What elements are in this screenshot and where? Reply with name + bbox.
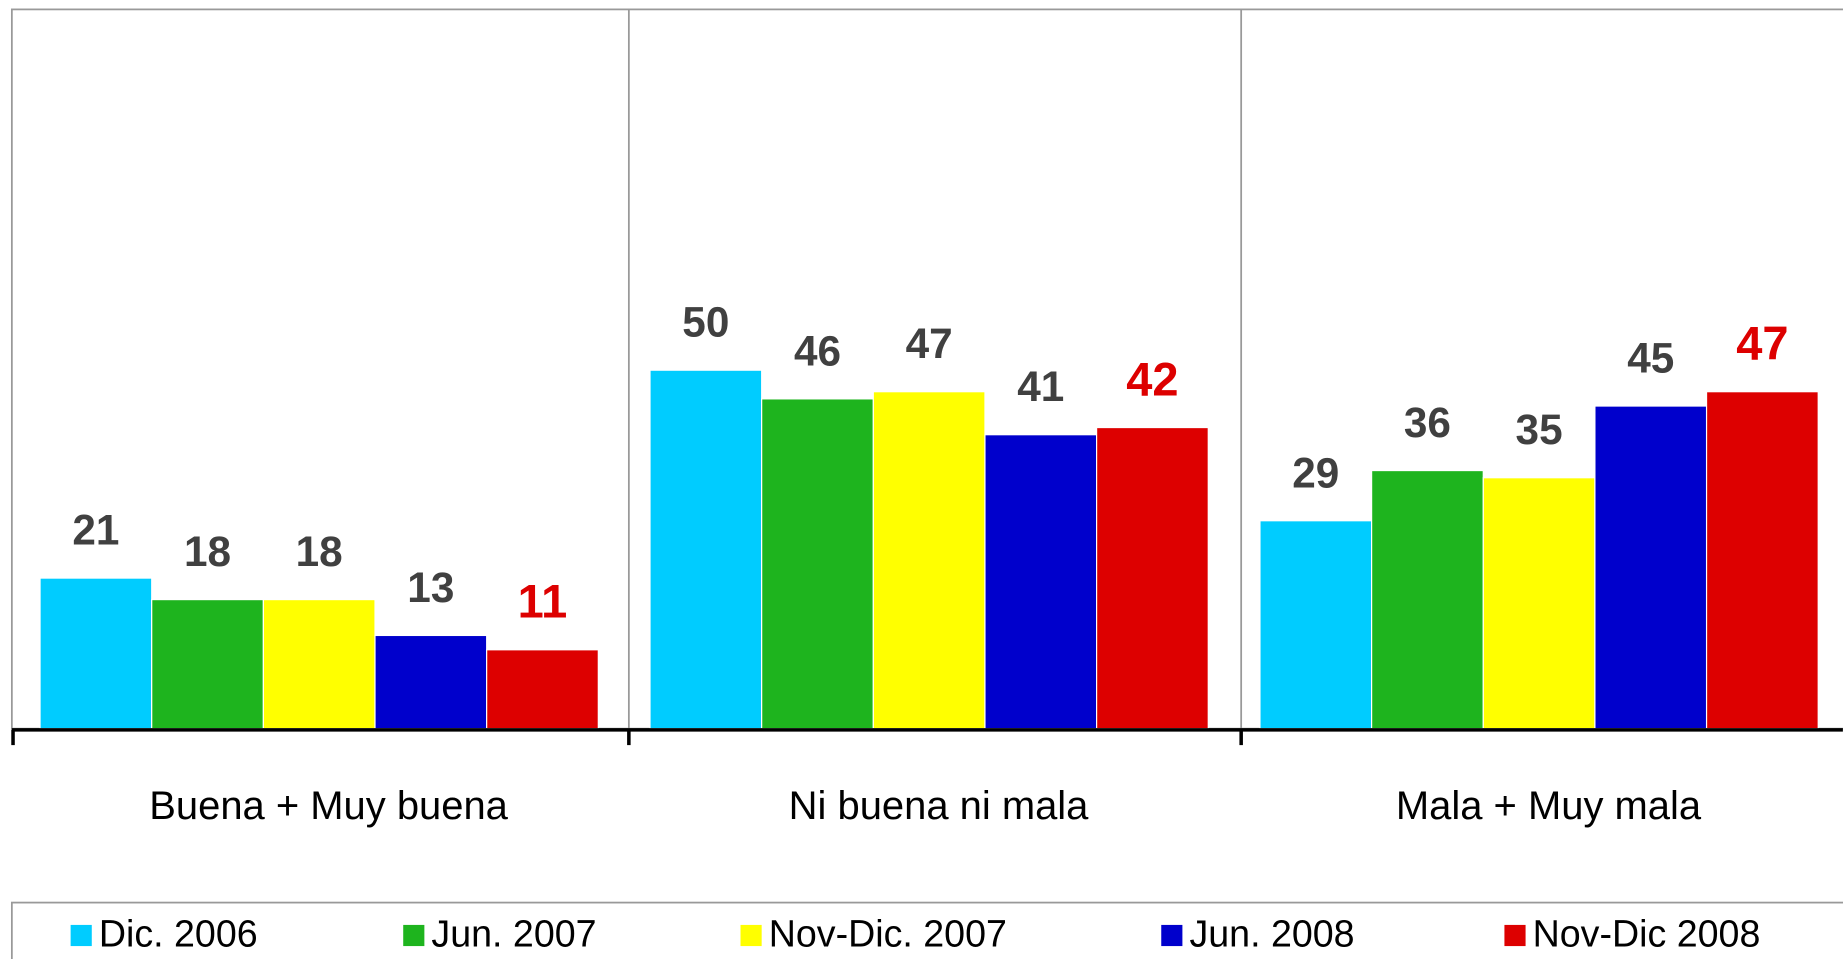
data-label: 18 — [296, 528, 343, 575]
data-label: 36 — [1404, 399, 1451, 446]
legend-swatch — [740, 924, 762, 947]
data-label: 11 — [518, 575, 568, 628]
legend-label: Dic. 2006 — [99, 913, 258, 955]
data-label: 35 — [1516, 406, 1563, 453]
legend-label: Jun. 2008 — [1189, 913, 1354, 955]
bar — [1371, 469, 1484, 730]
bar — [872, 391, 986, 730]
bar — [1482, 477, 1596, 730]
bar — [1096, 426, 1209, 730]
bar — [262, 599, 376, 730]
bars — [39, 369, 1819, 730]
bar — [486, 649, 599, 730]
legend-swatch — [70, 924, 92, 947]
bar — [984, 434, 1098, 730]
data-label: 42 — [1126, 352, 1178, 405]
bar — [1259, 520, 1373, 730]
data-label: 47 — [906, 320, 953, 367]
legend-label: Nov-Dic. 2007 — [769, 913, 1007, 955]
x-tick-label: Ni buena ni mala — [789, 784, 1089, 828]
legend-swatch — [403, 924, 425, 947]
bar — [374, 634, 488, 730]
data-label: 41 — [1017, 363, 1064, 410]
legend-swatch — [1504, 924, 1526, 947]
bar — [1705, 391, 1819, 730]
bar — [39, 577, 153, 730]
data-label: 18 — [184, 528, 231, 575]
data-label: 50 — [682, 299, 729, 346]
data-label: 13 — [407, 564, 454, 611]
bar — [151, 599, 264, 730]
data-label: 29 — [1292, 449, 1339, 496]
x-tick-label: Mala + Muy mala — [1396, 784, 1702, 828]
data-label: 45 — [1627, 335, 1674, 382]
legend-label: Nov-Dic 2008 — [1533, 913, 1761, 955]
x-tick-label: Buena + Muy buena — [149, 784, 508, 828]
legend-swatch — [1161, 924, 1183, 947]
bar — [649, 369, 763, 730]
bar — [761, 398, 874, 730]
legend-frame — [10, 901, 1843, 959]
legend-label: Jun. 2007 — [431, 913, 596, 955]
data-label: 21 — [72, 507, 119, 554]
data-label: 46 — [794, 327, 841, 374]
bar — [1594, 405, 1708, 730]
data-label: 47 — [1736, 316, 1788, 369]
